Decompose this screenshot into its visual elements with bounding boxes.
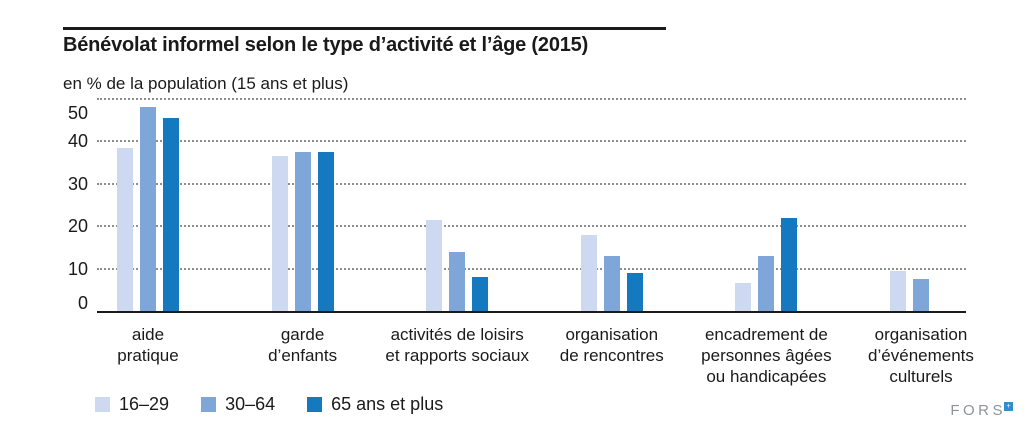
title-rule — [63, 27, 666, 30]
bar — [758, 255, 775, 311]
y-tick-label-10: 10 — [67, 258, 88, 279]
bar — [781, 217, 798, 311]
x-label-slot-3: activités de loisirs et rapports sociaux — [385, 324, 529, 388]
legend-swatch-icon — [307, 397, 323, 412]
bar — [735, 283, 752, 311]
chart-subtitle: en % de la population (15 ans et plus) — [63, 74, 349, 93]
x-label-slot-1: aide pratique — [117, 324, 179, 388]
x-label-slot-6: organisation d’événements culturels — [868, 324, 974, 388]
bar-group-3 — [426, 99, 489, 311]
y-tick-label-40: 40 — [67, 131, 88, 152]
bar — [472, 277, 489, 311]
legend-item: 16–29 — [95, 394, 169, 415]
x-axis-label: activités de loisirs et rapports sociaux — [385, 325, 530, 365]
bar-group-2 — [271, 99, 334, 311]
x-label-slot-5: encadrement de personnes âgées ou handicap… — [701, 324, 831, 388]
bar — [603, 255, 620, 311]
x-axis-label: organisation de rencontres — [559, 325, 664, 365]
legend-label: 30–64 — [225, 394, 276, 414]
bar — [294, 152, 311, 311]
bar — [140, 107, 156, 311]
legend-label: 16–29 — [119, 394, 170, 414]
gridline-30 — [97, 182, 966, 185]
x-axis-labels: aide pratique garde d’enfants activités de l… — [97, 324, 974, 388]
bar-groups — [97, 99, 966, 311]
plus-square-icon: + — [1004, 402, 1013, 411]
legend-swatch-icon — [95, 397, 110, 412]
bar — [426, 219, 443, 311]
legend-item: 65 ans et plus — [307, 394, 443, 415]
x-label-slot-4: organisation de rencontres — [560, 324, 664, 388]
bar-group-5 — [735, 99, 798, 311]
bar — [317, 152, 334, 311]
legend-swatch-icon — [201, 397, 217, 412]
x-axis-label: aide pratique — [117, 325, 179, 365]
bar-group-4 — [580, 99, 643, 311]
bar — [449, 251, 466, 311]
bar — [912, 279, 929, 311]
bar-group-1 — [117, 99, 179, 311]
legend: 16–29 30–64 65 ans et plus — [95, 394, 443, 415]
y-axis-labels: 0 10 20 30 40 50 — [38, 99, 88, 313]
y-tick-label-20: 20 — [67, 216, 88, 237]
plot-area — [97, 98, 966, 313]
legend-label: 65 ans et plus — [331, 394, 444, 414]
bar — [117, 147, 133, 311]
chart-title: Bénévolat informel selon le type d’activ… — [63, 34, 589, 56]
gridline-50 — [97, 98, 966, 100]
gridline-10 — [97, 267, 966, 270]
x-label-slot-2: garde d’enfants — [268, 324, 337, 388]
y-tick-label-50: 50 — [67, 103, 88, 123]
y-tick-label-30: 30 — [67, 173, 88, 194]
legend-item: 30–64 — [201, 394, 275, 415]
y-tick-label-0: 0 — [77, 293, 88, 313]
gridline-20 — [97, 225, 966, 228]
bar — [626, 272, 643, 311]
fors-logo-text: FORS — [950, 402, 1006, 419]
bar — [163, 118, 179, 311]
gridline-40 — [97, 140, 966, 143]
x-axis-label: garde d’enfants — [268, 325, 338, 365]
bar — [271, 156, 288, 311]
bar-group-6 — [889, 99, 952, 311]
fors-logo: FORS+ — [950, 402, 1013, 419]
x-axis-label: encadrement de personnes âgées ou handicap… — [701, 325, 832, 386]
bar — [580, 234, 597, 311]
x-axis-label: organisation d’événements culturels — [868, 325, 974, 386]
bar — [889, 270, 906, 311]
